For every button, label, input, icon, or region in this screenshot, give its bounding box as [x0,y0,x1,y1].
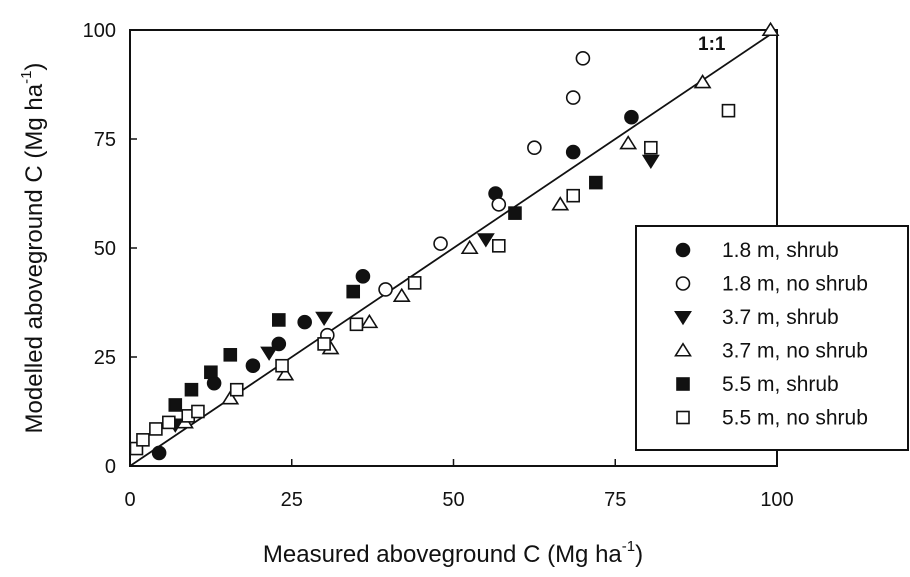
data-point [476,233,495,248]
data-point [624,109,639,125]
legend-item: 3.7 m, shrub [674,306,839,329]
legend-marker [674,310,692,326]
data-point [162,415,176,430]
data-point [317,337,331,351]
y-tick-label: 100 [83,20,116,42]
data-point [260,346,279,361]
data-point [491,197,507,212]
data-point [392,287,411,303]
x-tick-label: 0 [124,489,135,511]
data-point [272,313,286,327]
data-point [184,382,199,397]
data-point [349,317,364,332]
series-0 [151,109,639,461]
legend-marker [676,377,690,391]
legend-item: 1.8 m, no shrub [675,273,868,296]
x-tick-label: 25 [281,489,303,511]
data-point [508,206,522,220]
series-2 [166,154,660,433]
data-point [721,103,736,118]
data-point [204,365,218,380]
data-point [433,236,448,251]
legend-item: 5.5 m, no shrub [676,407,868,430]
data-point [275,358,289,373]
data-point [276,366,295,381]
data-point [191,404,205,419]
x-tick-label: 100 [760,489,793,511]
legend-label: 1.8 m, shrub [722,239,839,262]
data-point [168,398,183,412]
y-tick-label: 25 [94,347,116,369]
data-point [644,140,658,155]
legend-label: 1.8 m, no shrub [722,273,868,296]
data-point [566,188,580,203]
data-point [407,276,422,290]
x-tick-label: 75 [604,489,626,511]
data-point [693,74,712,89]
legend-item: 1.8 m, shrub [675,239,839,262]
data-point [761,21,780,37]
data-point [641,154,660,170]
data-point [565,90,581,105]
legend-item: 3.7 m, no shrub [674,340,868,363]
legend-marker [676,410,690,425]
data-point [315,311,334,327]
y-axis-title: Modelled aboveground C (Mg ha-1) [18,63,48,434]
one-to-one-label: 1:1 [698,34,726,55]
data-point [151,445,167,461]
legend-marker [674,342,692,357]
data-point [355,269,371,284]
legend-label: 3.7 m, no shrub [722,340,868,363]
x-tick-label: 50 [442,489,464,511]
data-point [346,284,361,299]
data-point [491,239,506,253]
data-point [221,390,240,405]
legend-label: 5.5 m, shrub [722,373,839,396]
data-point [589,175,603,190]
legend-label: 3.7 m, shrub [722,306,839,329]
y-tick-label: 50 [94,238,116,260]
data-point [223,348,238,362]
x-axis-title: Measured aboveground C (Mg ha-1) [263,538,643,568]
data-point [149,422,163,436]
data-point [619,135,638,150]
data-point [229,382,244,397]
y-tick-label: 75 [94,129,116,151]
data-point [297,314,312,330]
data-point [360,313,379,329]
legend-label: 5.5 m, no shrub [722,407,868,430]
data-point [460,239,479,255]
y-axis-ticks: 0 25 50 75 100 [83,20,137,478]
legend-marker [675,276,691,291]
data-point [245,358,261,374]
series-5 [129,103,736,456]
data-point [527,140,542,156]
legend-item: 5.5 m, shrub [676,373,839,396]
legend: 1.8 m, shrub 1.8 m, no shrub 3.7 m, shrub 3… [635,225,909,451]
data-point [575,51,591,66]
series-1 [320,51,591,343]
series-4 [168,175,603,412]
y-tick-label: 0 [105,456,116,478]
data-point [551,196,570,211]
data-point [378,282,393,297]
legend-marker [675,242,691,258]
x-axis-ticks: 0 25 50 75 100 [124,459,794,511]
data-point [565,144,581,160]
data-points [129,21,780,461]
data-point [136,433,150,447]
